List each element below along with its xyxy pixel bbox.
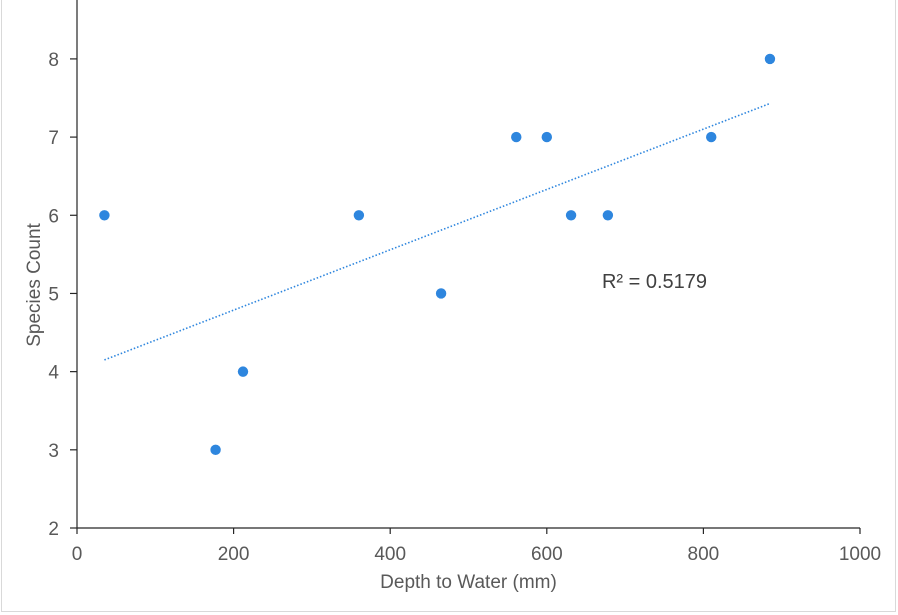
- y-tick-label: 2: [48, 519, 59, 540]
- trendline-group: [104, 102, 771, 361]
- data-point: [99, 210, 110, 221]
- y-axis-title: Species Count: [24, 222, 45, 346]
- data-point: [237, 366, 249, 377]
- data-point: [435, 288, 447, 299]
- data-point: [541, 131, 552, 143]
- data-point: [565, 210, 577, 221]
- data-point: [511, 131, 522, 143]
- y-tick-label: 6: [48, 206, 59, 227]
- axes: [76, 0, 860, 529]
- x-tick-label: 200: [218, 544, 250, 565]
- y-tick-label: 5: [48, 284, 59, 305]
- y-tick-label: 4: [48, 363, 59, 384]
- r-squared-annotation: R² = 0.5179: [602, 271, 707, 293]
- data-points: [99, 53, 776, 456]
- y-tick-label: 8: [48, 50, 59, 71]
- x-tick-label: 1000: [839, 544, 881, 565]
- trendline: [104, 102, 771, 361]
- x-tick-label: 800: [688, 544, 720, 565]
- y-tick-label: 3: [48, 441, 59, 462]
- data-point: [706, 131, 717, 143]
- x-tick-label: 400: [374, 544, 406, 565]
- data-point: [602, 210, 614, 221]
- x-tick-label: 600: [531, 544, 563, 565]
- x-axis-title: Depth to Water (mm): [380, 572, 557, 593]
- data-point: [210, 444, 221, 456]
- tick-marks: [70, 58, 861, 534]
- x-tick-label: 0: [72, 544, 83, 565]
- data-point: [764, 53, 776, 65]
- y-tick-label: 7: [48, 128, 59, 149]
- tick-labels: 0 200 400 600 800 1000 2 3 4 5 6 7 8: [48, 50, 881, 565]
- data-point: [353, 210, 365, 221]
